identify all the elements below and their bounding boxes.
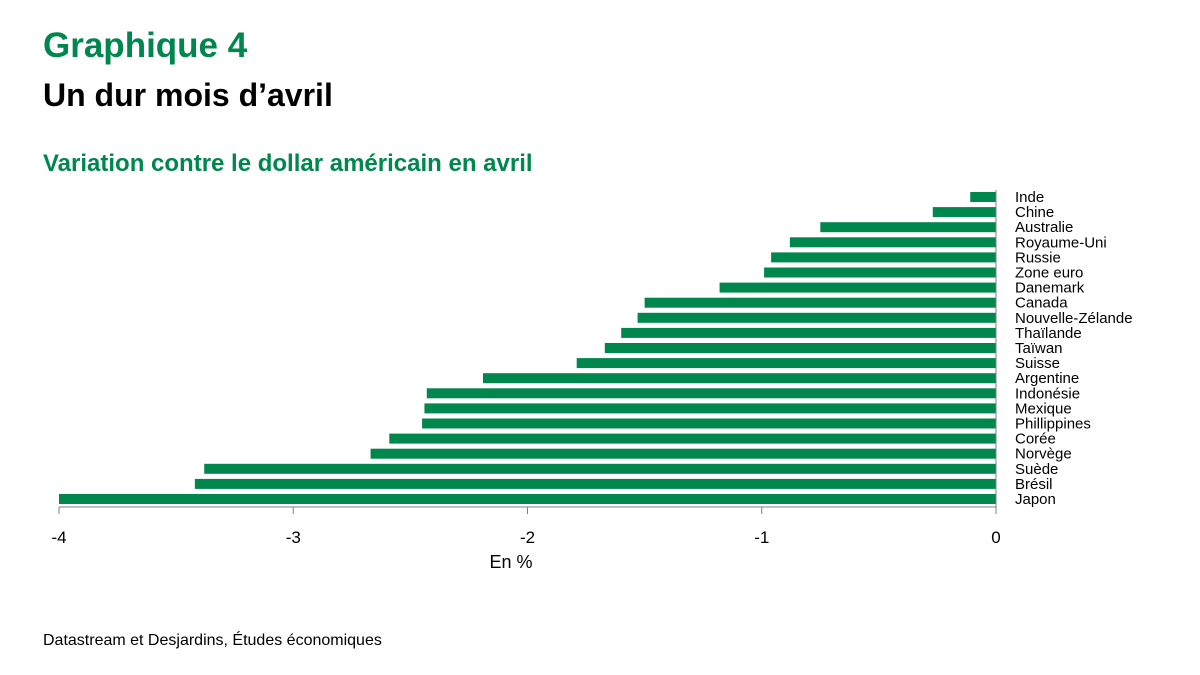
category-label: Indonésie: [1015, 385, 1080, 402]
x-tick-label: -1: [754, 528, 769, 547]
bar: [932, 207, 996, 218]
bar: [820, 222, 996, 233]
category-label: Chine: [1015, 204, 1054, 221]
bar: [370, 448, 996, 459]
category-label: Danemark: [1015, 280, 1085, 297]
bar: [789, 237, 996, 248]
bar: [576, 358, 996, 369]
x-tick-label: 0: [991, 528, 1000, 547]
category-label: Mexique: [1015, 400, 1072, 417]
x-tick-label: -4: [51, 528, 66, 547]
category-label: Suisse: [1015, 355, 1060, 372]
category-label: Brésil: [1015, 476, 1053, 493]
category-label: Phillippines: [1015, 416, 1091, 433]
x-tick-label: -3: [286, 528, 301, 547]
category-label: Japon: [1015, 491, 1056, 508]
bar: [59, 494, 996, 504]
figure-number: Graphique 4: [43, 26, 248, 65]
bar: [604, 343, 996, 353]
bar: [426, 388, 997, 399]
bar: [204, 463, 997, 474]
bar: [644, 297, 996, 308]
source-note: Datastream et Desjardins, Études économi…: [43, 632, 382, 649]
category-label: Thaïlande: [1015, 325, 1082, 342]
figure-headline: Un dur mois d’avril: [43, 77, 333, 113]
category-label: Canada: [1015, 295, 1068, 312]
bar: [422, 418, 996, 429]
category-label: Suède: [1015, 461, 1058, 478]
bar: [389, 433, 997, 444]
category-label: Australie: [1015, 219, 1073, 236]
bar: [970, 192, 996, 202]
x-tick-label: -2: [520, 528, 535, 547]
bar: [424, 403, 996, 414]
bar: [621, 327, 996, 338]
x-axis-label: En %: [489, 552, 532, 572]
bar: [194, 478, 997, 489]
bar: [637, 312, 996, 323]
category-label: Norvège: [1015, 446, 1072, 463]
category-label: Russie: [1015, 249, 1061, 266]
chart-title: Variation contre le dollar américain en …: [43, 150, 533, 177]
category-label: Argentine: [1015, 370, 1079, 387]
category-label: Inde: [1015, 189, 1044, 206]
bar: [482, 373, 996, 384]
category-label: Taïwan: [1015, 340, 1063, 357]
category-label: Zone euro: [1015, 265, 1083, 282]
category-label: Corée: [1015, 431, 1056, 448]
bar: [719, 282, 996, 293]
bar: [771, 252, 996, 263]
bar: [764, 267, 996, 278]
category-label: Royaume-Uni: [1015, 234, 1107, 251]
category-label: Nouvelle-Zélande: [1015, 310, 1133, 327]
